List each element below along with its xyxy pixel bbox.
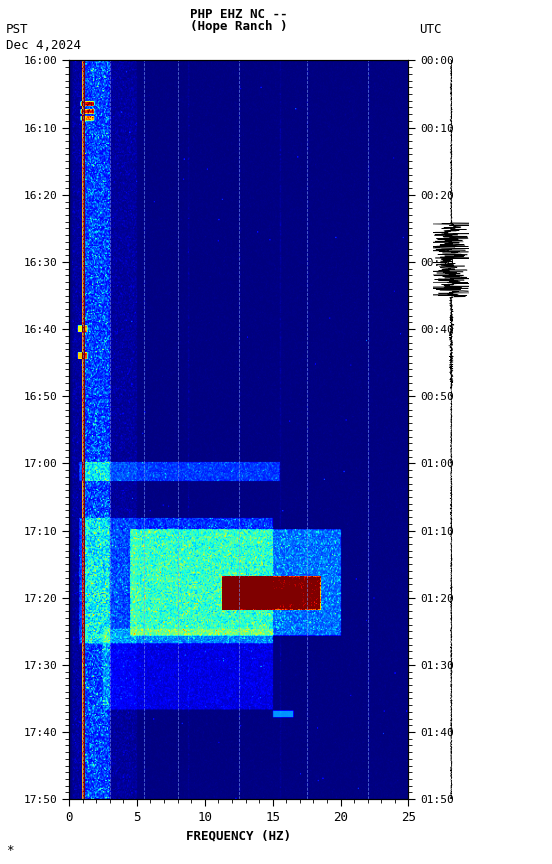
Text: PST: PST [6, 23, 28, 36]
X-axis label: FREQUENCY (HZ): FREQUENCY (HZ) [186, 829, 291, 842]
Text: (Hope Ranch ): (Hope Ranch ) [190, 20, 288, 33]
Text: *: * [6, 843, 13, 856]
Text: PHP EHZ NC --: PHP EHZ NC -- [190, 8, 288, 21]
Text: Dec 4,2024: Dec 4,2024 [6, 39, 81, 52]
Text: UTC: UTC [420, 23, 442, 36]
